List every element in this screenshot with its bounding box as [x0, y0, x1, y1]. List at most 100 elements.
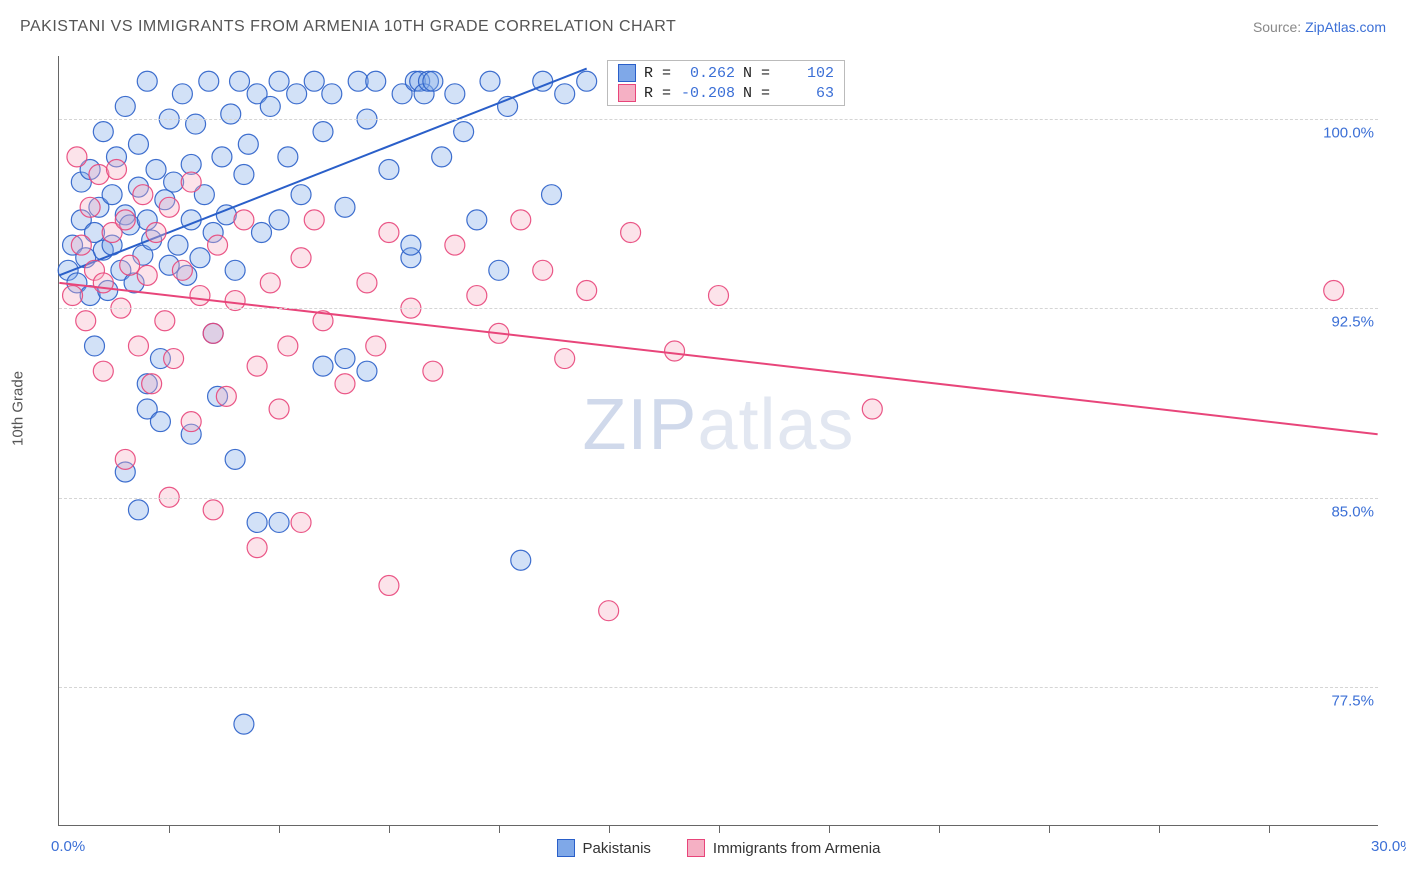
data-point: [555, 84, 575, 104]
data-point: [304, 210, 324, 230]
data-point: [260, 96, 280, 116]
data-point: [511, 550, 531, 570]
data-point: [313, 356, 333, 376]
legend-swatch: [687, 839, 705, 857]
data-point: [269, 210, 289, 230]
data-point: [445, 84, 465, 104]
legend-item: Immigrants from Armenia: [687, 839, 881, 857]
data-point: [291, 185, 311, 205]
gridline: [59, 687, 1378, 688]
data-point: [445, 235, 465, 255]
data-point: [225, 449, 245, 469]
data-point: [555, 349, 575, 369]
gridline: [59, 119, 1378, 120]
legend-label: Pakistanis: [583, 840, 651, 857]
data-point: [137, 71, 157, 91]
data-point: [379, 159, 399, 179]
data-point: [269, 399, 289, 419]
data-point: [423, 361, 443, 381]
data-point: [238, 134, 258, 154]
data-point: [102, 185, 122, 205]
data-point: [93, 273, 113, 293]
data-point: [199, 71, 219, 91]
data-point: [304, 71, 324, 91]
source-attribution: Source: ZipAtlas.com: [1253, 19, 1386, 35]
data-point: [291, 248, 311, 268]
data-point: [63, 286, 83, 306]
x-tick: [719, 825, 720, 833]
data-point: [181, 172, 201, 192]
data-point: [335, 374, 355, 394]
y-tick-label: 85.0%: [1331, 503, 1380, 520]
data-point: [80, 197, 100, 217]
gridline: [59, 308, 1378, 309]
data-point: [247, 538, 267, 558]
x-tick: [939, 825, 940, 833]
data-point: [172, 84, 192, 104]
data-point: [335, 349, 355, 369]
legend: Pakistanis Immigrants from Armenia: [59, 839, 1378, 857]
data-point: [164, 172, 184, 192]
data-point: [542, 185, 562, 205]
data-point: [489, 260, 509, 280]
data-point: [709, 286, 729, 306]
data-point: [366, 71, 386, 91]
data-point: [862, 399, 882, 419]
data-point: [190, 286, 210, 306]
x-tick-label: 0.0%: [51, 838, 85, 855]
data-point: [511, 210, 531, 230]
data-point: [128, 134, 148, 154]
series-swatch: [618, 84, 636, 102]
data-point: [155, 311, 175, 331]
data-point: [216, 386, 236, 406]
data-point: [76, 311, 96, 331]
x-tick: [499, 825, 500, 833]
data-point: [159, 197, 179, 217]
data-point: [269, 512, 289, 532]
scatter-svg: [59, 56, 1378, 825]
legend-label: Immigrants from Armenia: [713, 840, 881, 857]
data-point: [203, 500, 223, 520]
data-point: [291, 512, 311, 532]
data-point: [85, 336, 105, 356]
legend-swatch: [557, 839, 575, 857]
data-point: [577, 280, 597, 300]
x-tick-label: 30.0%: [1371, 838, 1406, 855]
x-tick: [1049, 825, 1050, 833]
data-point: [115, 449, 135, 469]
x-tick: [169, 825, 170, 833]
data-point: [67, 147, 87, 167]
y-tick-label: 77.5%: [1331, 693, 1380, 710]
y-tick-label: 100.0%: [1323, 125, 1380, 142]
data-point: [480, 71, 500, 91]
data-point: [577, 71, 597, 91]
y-tick-label: 92.5%: [1331, 314, 1380, 331]
data-point: [533, 260, 553, 280]
data-point: [313, 122, 333, 142]
data-point: [234, 210, 254, 230]
legend-item: Pakistanis: [557, 839, 651, 857]
source-link[interactable]: ZipAtlas.com: [1305, 19, 1386, 35]
data-point: [146, 223, 166, 243]
data-point: [115, 96, 135, 116]
data-point: [164, 349, 184, 369]
data-point: [278, 336, 298, 356]
data-point: [89, 165, 109, 185]
x-tick: [279, 825, 280, 833]
data-point: [168, 235, 188, 255]
data-point: [322, 84, 342, 104]
data-point: [269, 71, 289, 91]
data-point: [93, 361, 113, 381]
data-point: [225, 260, 245, 280]
data-point: [247, 512, 267, 532]
x-tick: [1159, 825, 1160, 833]
data-point: [181, 412, 201, 432]
data-point: [93, 122, 113, 142]
data-point: [142, 374, 162, 394]
data-point: [133, 185, 153, 205]
data-point: [115, 210, 135, 230]
data-point: [432, 147, 452, 167]
stats-row: R =0.262 N =102: [608, 63, 844, 83]
data-point: [208, 235, 228, 255]
x-tick: [389, 825, 390, 833]
